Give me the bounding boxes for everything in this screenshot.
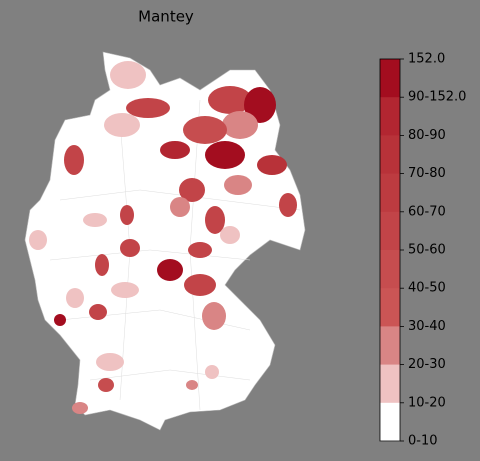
district — [157, 259, 183, 281]
colorbar-label: 10-20 — [408, 395, 446, 410]
district — [257, 155, 287, 175]
district — [111, 282, 139, 298]
district — [186, 380, 198, 390]
colorbar-label: 70-80 — [408, 166, 446, 181]
district — [160, 141, 190, 159]
district — [120, 205, 134, 225]
colorbar-label: 40-50 — [408, 281, 446, 296]
colorbar-label: 50-60 — [408, 243, 446, 258]
colorbar-segment — [380, 173, 400, 213]
colorbar-segment — [380, 211, 400, 251]
district — [279, 193, 297, 217]
district — [96, 353, 124, 371]
germany-map — [24, 51, 306, 431]
district — [120, 239, 140, 257]
district — [244, 87, 276, 123]
colorbar-label: 0-10 — [408, 434, 438, 449]
district — [110, 61, 146, 89]
district — [29, 230, 47, 250]
district — [224, 175, 252, 195]
district — [104, 113, 140, 137]
district — [202, 302, 226, 330]
colorbar-segment — [380, 250, 400, 289]
colorbar-segment — [380, 364, 400, 404]
district-border — [49, 99, 301, 411]
district — [179, 178, 205, 202]
colorbar-label: 152.0 — [408, 52, 445, 67]
district — [54, 314, 66, 326]
district — [64, 145, 84, 175]
colorbar-segment — [380, 97, 400, 136]
colorbar-label: 60-70 — [408, 204, 446, 219]
colorbar-label: 30-40 — [408, 319, 446, 334]
district — [72, 402, 88, 414]
district — [170, 197, 190, 217]
district-borders — [49, 99, 301, 411]
district — [183, 116, 227, 144]
colorbar-segment — [380, 326, 400, 366]
district — [188, 242, 212, 258]
district — [184, 274, 216, 296]
district — [208, 86, 252, 114]
colorbar-segment — [380, 135, 400, 175]
district — [205, 141, 245, 169]
district — [126, 98, 170, 118]
district — [98, 378, 114, 392]
district — [95, 254, 109, 276]
colorbar-segment — [380, 402, 400, 442]
district — [83, 213, 107, 227]
colorbar-segment — [380, 288, 400, 327]
colorbar-label: 20-30 — [408, 357, 446, 372]
district — [66, 288, 84, 308]
district — [220, 226, 240, 244]
district — [205, 206, 225, 234]
district — [205, 365, 219, 379]
colorbar-label: 80-90 — [408, 128, 446, 143]
colorbar-label: 90-152.0 — [408, 90, 466, 105]
district — [222, 111, 258, 139]
map-title: Mantey — [138, 8, 194, 26]
district-fills — [29, 61, 297, 414]
district — [89, 304, 107, 320]
colorbar: 152.0 90-152.0 80-90 70-80 60-70 50-60 40-50 30… — [379, 52, 466, 449]
colorbar-segment — [380, 59, 400, 98]
